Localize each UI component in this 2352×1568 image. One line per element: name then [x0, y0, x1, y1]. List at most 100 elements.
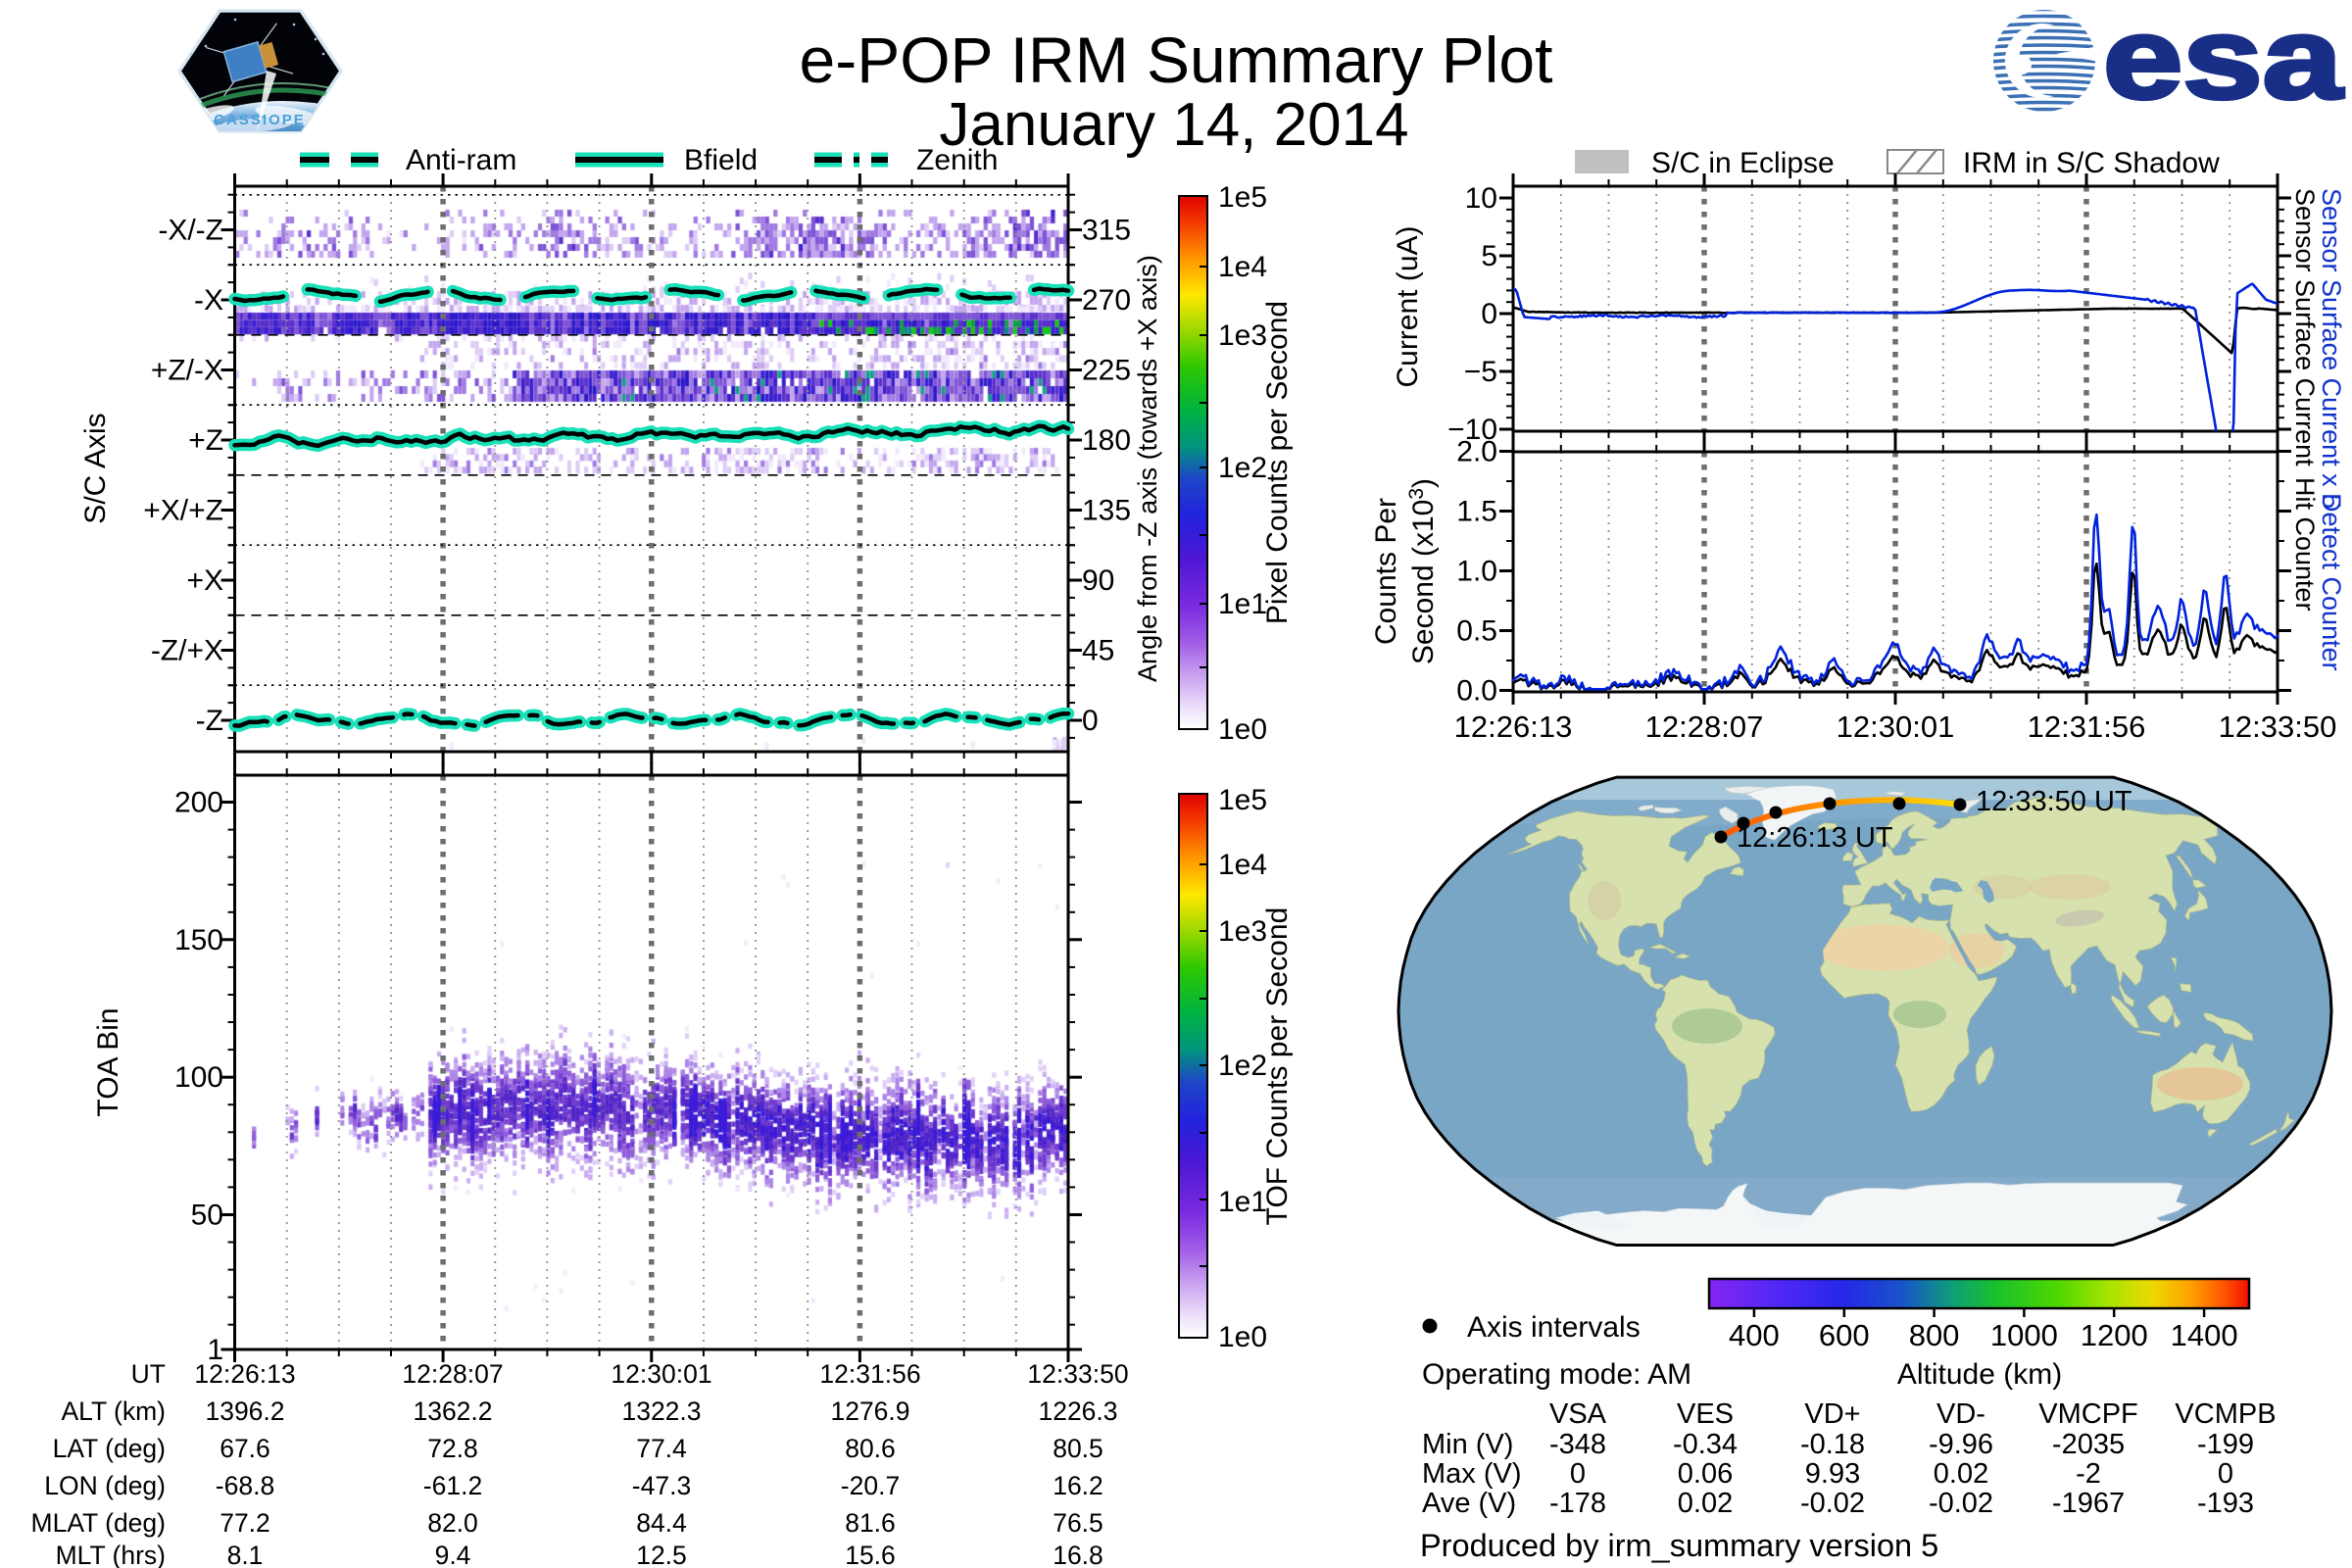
svg-text:Operating mode: AM: Operating mode: AM	[1422, 1358, 1691, 1391]
svg-text:Sensor Surface Current: Sensor Surface Current	[2290, 188, 2320, 466]
svg-text:-2: -2	[2076, 1458, 2101, 1490]
svg-text:TOF Counts per Second: TOF Counts per Second	[1261, 907, 1294, 1226]
svg-text:12:33:50: 12:33:50	[1027, 1359, 1128, 1389]
svg-text:90: 90	[1082, 564, 1114, 597]
svg-text:+X: +X	[186, 564, 223, 597]
svg-text:1.0: 1.0	[1456, 556, 1497, 588]
svg-text:esa: esa	[2103, 0, 2344, 123]
svg-text:77.4: 77.4	[636, 1434, 687, 1463]
svg-text:TOA Bin: TOA Bin	[92, 1007, 124, 1116]
svg-text:0.06: 0.06	[1678, 1458, 1733, 1490]
svg-text:1.5: 1.5	[1456, 496, 1497, 528]
svg-text:12:26:13: 12:26:13	[1454, 710, 1573, 744]
svg-text:12.5: 12.5	[636, 1541, 687, 1568]
svg-text:0: 0	[2218, 1458, 2233, 1490]
svg-text:-68.8: -68.8	[216, 1471, 274, 1500]
svg-text:-348: -348	[1549, 1429, 1606, 1460]
svg-text:200: 200	[174, 787, 223, 819]
svg-text:-199: -199	[2197, 1429, 2254, 1460]
svg-text:12:31:56: 12:31:56	[819, 1359, 920, 1389]
svg-text:UT: UT	[131, 1359, 166, 1389]
svg-text:0.02: 0.02	[1678, 1488, 1733, 1519]
svg-text:180: 180	[1082, 424, 1131, 457]
svg-text:50: 50	[191, 1199, 223, 1231]
svg-text:9.93: 9.93	[1805, 1458, 1860, 1490]
svg-text:1e1: 1e1	[1218, 1186, 1267, 1218]
svg-text:Sensor Surface Current x 5: Sensor Surface Current x 5	[2317, 188, 2346, 509]
svg-text:5: 5	[1481, 240, 1497, 272]
svg-text:MLAT (deg): MLAT (deg)	[31, 1508, 166, 1538]
svg-text:45: 45	[1082, 635, 1114, 667]
svg-text:Axis intervals: Axis intervals	[1467, 1311, 1641, 1344]
svg-text:-0.34: -0.34	[1673, 1429, 1738, 1460]
svg-text:-61.2: -61.2	[423, 1471, 482, 1500]
svg-text:0.02: 0.02	[1934, 1458, 1988, 1490]
svg-text:12:30:01: 12:30:01	[611, 1359, 711, 1389]
svg-text:16.2: 16.2	[1053, 1471, 1103, 1500]
svg-text:-Z: -Z	[196, 705, 223, 737]
svg-text:0.0: 0.0	[1456, 675, 1497, 708]
svg-text:+X/+Z: +X/+Z	[143, 495, 223, 527]
svg-text:-2035: -2035	[2052, 1429, 2125, 1460]
svg-text:12:28:07: 12:28:07	[402, 1359, 503, 1389]
svg-text:800: 800	[1909, 1318, 1960, 1352]
svg-text:1000: 1000	[1990, 1318, 2058, 1352]
svg-text:VES: VES	[1677, 1398, 1734, 1430]
svg-text:1e4: 1e4	[1218, 251, 1267, 283]
svg-text:Bfield: Bfield	[684, 144, 758, 176]
svg-text:1e3: 1e3	[1218, 915, 1267, 948]
svg-text:84.4: 84.4	[636, 1508, 687, 1538]
svg-text:12:30:01: 12:30:01	[1837, 710, 1955, 744]
svg-text:January 14, 2014: January 14, 2014	[939, 91, 1408, 159]
svg-text:Min (V): Min (V)	[1422, 1429, 1513, 1460]
svg-text:0: 0	[1570, 1458, 1586, 1490]
svg-text:1e0: 1e0	[1218, 713, 1267, 746]
svg-text:315: 315	[1082, 215, 1131, 247]
svg-text:Second (x103): Second (x103)	[1405, 478, 1440, 664]
svg-text:VD-: VD-	[1936, 1398, 1985, 1430]
svg-text:VD+: VD+	[1804, 1398, 1860, 1430]
svg-text:Anti-ram: Anti-ram	[406, 144, 516, 176]
svg-text:12:26:13: 12:26:13	[194, 1359, 295, 1389]
svg-text:Detect Counter: Detect Counter	[2317, 493, 2346, 671]
svg-text:1322.3: 1322.3	[621, 1396, 701, 1426]
svg-text:CASSIOPE: CASSIOPE	[214, 112, 306, 128]
svg-text:225: 225	[1082, 355, 1131, 387]
svg-text:1e1: 1e1	[1218, 588, 1267, 620]
svg-text:LAT (deg): LAT (deg)	[53, 1434, 166, 1463]
svg-text:2.0: 2.0	[1456, 436, 1497, 468]
svg-text:10: 10	[1465, 182, 1497, 215]
svg-text:135: 135	[1082, 495, 1131, 527]
svg-text:-9.96: -9.96	[1929, 1429, 1993, 1460]
svg-text:Pixel Counts per Second: Pixel Counts per Second	[1261, 301, 1294, 624]
svg-text:-0.02: -0.02	[1929, 1488, 1993, 1519]
svg-text:Produced by irm_summary versio: Produced by irm_summary version 5	[1420, 1528, 1938, 1563]
svg-text:-0.02: -0.02	[1800, 1488, 1865, 1519]
svg-text:+Z/-X: +Z/-X	[151, 355, 223, 387]
svg-text:VCMPB: VCMPB	[2175, 1398, 2276, 1430]
svg-text:Counts Per: Counts Per	[1370, 498, 1402, 645]
svg-text:1e0: 1e0	[1218, 1321, 1267, 1353]
svg-text:-X/-Z: -X/-Z	[158, 215, 223, 247]
svg-text:-20.7: -20.7	[841, 1471, 900, 1500]
svg-text:72.8: 72.8	[427, 1434, 478, 1463]
svg-text:-47.3: -47.3	[632, 1471, 691, 1500]
svg-text:0: 0	[1481, 298, 1497, 330]
svg-text:-193: -193	[2197, 1488, 2254, 1519]
svg-text:Current (uA): Current (uA)	[1392, 225, 1424, 387]
svg-text:1e4: 1e4	[1218, 849, 1267, 881]
svg-text:1226.3: 1226.3	[1038, 1396, 1117, 1426]
svg-text:9.4: 9.4	[435, 1541, 471, 1568]
svg-text:LON (deg): LON (deg)	[44, 1471, 166, 1500]
svg-text:Ave (V): Ave (V)	[1422, 1488, 1516, 1519]
svg-text:S/C in Eclipse: S/C in Eclipse	[1651, 147, 1835, 179]
svg-text:77.2: 77.2	[220, 1508, 270, 1538]
svg-text:600: 600	[1819, 1318, 1870, 1352]
svg-text:VMCPF: VMCPF	[2038, 1398, 2138, 1430]
svg-text:−10: −10	[1447, 414, 1497, 446]
svg-text:IRM in S/C Shadow: IRM in S/C Shadow	[1963, 147, 2220, 179]
svg-text:12:26:13 UT: 12:26:13 UT	[1737, 822, 1893, 854]
svg-text:Hit Counter: Hit Counter	[2290, 477, 2320, 612]
svg-text:−5: −5	[1464, 356, 1497, 388]
svg-text:1e2: 1e2	[1218, 1050, 1267, 1082]
